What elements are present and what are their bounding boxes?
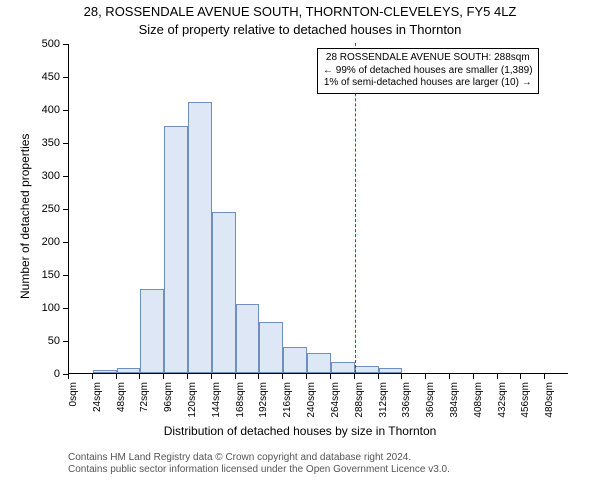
xtick-mark xyxy=(401,374,402,379)
ytick-label: 500 xyxy=(30,38,60,50)
xtick-label: 336sqm xyxy=(401,382,412,432)
annotation-line-3: 1% of semi-detached houses are larger (1… xyxy=(323,77,533,90)
histogram-bar xyxy=(212,212,236,373)
ytick-mark xyxy=(63,275,68,276)
ytick-label: 100 xyxy=(30,302,60,314)
xtick-mark xyxy=(92,374,93,379)
xtick-label: 120sqm xyxy=(187,382,198,432)
xtick-mark xyxy=(258,374,259,379)
xtick-label: 384sqm xyxy=(449,382,460,432)
ytick-label: 400 xyxy=(30,104,60,116)
xtick-mark xyxy=(544,374,545,379)
ytick-label: 450 xyxy=(30,71,60,83)
x-axis-label: Distribution of detached houses by size … xyxy=(0,424,600,438)
ytick-mark xyxy=(63,242,68,243)
ytick-label: 350 xyxy=(30,137,60,149)
xtick-mark xyxy=(520,374,521,379)
ytick-label: 0 xyxy=(30,368,60,380)
histogram-bar xyxy=(355,366,379,373)
ytick-mark xyxy=(63,308,68,309)
xtick-label: 408sqm xyxy=(473,382,484,432)
histogram-bar xyxy=(331,362,355,373)
xtick-mark xyxy=(354,374,355,379)
xtick-label: 240sqm xyxy=(306,382,317,432)
xtick-label: 192sqm xyxy=(258,382,269,432)
xtick-mark xyxy=(330,374,331,379)
ytick-mark xyxy=(63,44,68,45)
annotation-line-2: ← 99% of detached houses are smaller (1,… xyxy=(323,65,533,78)
xtick-label: 24sqm xyxy=(92,382,103,432)
ytick-label: 250 xyxy=(30,203,60,215)
histogram-bar xyxy=(140,289,164,373)
xtick-mark xyxy=(378,374,379,379)
credits-text: Contains HM Land Registry data © Crown c… xyxy=(68,452,450,476)
xtick-mark xyxy=(235,374,236,379)
histogram-bar xyxy=(93,370,117,373)
histogram-bar xyxy=(259,322,283,373)
histogram-bar xyxy=(117,368,141,373)
xtick-mark xyxy=(473,374,474,379)
histogram-bar xyxy=(164,126,188,373)
xtick-label: 168sqm xyxy=(235,382,246,432)
histogram-bar xyxy=(188,102,212,373)
chart-title-line-1: 28, ROSSENDALE AVENUE SOUTH, THORNTON-CL… xyxy=(0,4,600,19)
ytick-label: 200 xyxy=(30,236,60,248)
histogram-bar xyxy=(236,304,260,373)
xtick-mark xyxy=(449,374,450,379)
histogram-bar xyxy=(379,368,403,373)
xtick-mark xyxy=(163,374,164,379)
xtick-mark xyxy=(116,374,117,379)
ytick-mark xyxy=(63,110,68,111)
xtick-label: 216sqm xyxy=(282,382,293,432)
ytick-mark xyxy=(63,341,68,342)
xtick-label: 144sqm xyxy=(211,382,222,432)
ytick-mark xyxy=(63,77,68,78)
xtick-label: 480sqm xyxy=(544,382,555,432)
xtick-label: 312sqm xyxy=(378,382,389,432)
xtick-mark xyxy=(187,374,188,379)
xtick-label: 96sqm xyxy=(163,382,174,432)
xtick-mark xyxy=(139,374,140,379)
xtick-label: 288sqm xyxy=(354,382,365,432)
ytick-mark xyxy=(63,209,68,210)
credits-line-1: Contains HM Land Registry data © Crown c… xyxy=(68,452,450,464)
xtick-label: 72sqm xyxy=(139,382,150,432)
annotation-box: 28 ROSSENDALE AVENUE SOUTH: 288sqm← 99% … xyxy=(317,48,539,94)
ytick-label: 150 xyxy=(30,269,60,281)
xtick-label: 360sqm xyxy=(425,382,436,432)
xtick-label: 0sqm xyxy=(68,382,79,432)
xtick-mark xyxy=(282,374,283,379)
xtick-mark xyxy=(68,374,69,379)
ytick-label: 50 xyxy=(30,335,60,347)
ytick-mark xyxy=(63,143,68,144)
xtick-mark xyxy=(425,374,426,379)
credits-line-2: Contains public sector information licen… xyxy=(68,464,450,476)
xtick-label: 264sqm xyxy=(330,382,341,432)
xtick-label: 48sqm xyxy=(116,382,127,432)
xtick-mark xyxy=(211,374,212,379)
xtick-label: 456sqm xyxy=(520,382,531,432)
ytick-label: 300 xyxy=(30,170,60,182)
xtick-mark xyxy=(306,374,307,379)
histogram-bar xyxy=(283,347,307,373)
xtick-label: 432sqm xyxy=(497,382,508,432)
chart-title-line-2: Size of property relative to detached ho… xyxy=(0,22,600,37)
ytick-mark xyxy=(63,176,68,177)
plot-area: 28 ROSSENDALE AVENUE SOUTH: 288sqm← 99% … xyxy=(68,44,568,374)
annotation-line-1: 28 ROSSENDALE AVENUE SOUTH: 288sqm xyxy=(323,52,533,65)
histogram-bar xyxy=(307,353,331,373)
xtick-mark xyxy=(497,374,498,379)
